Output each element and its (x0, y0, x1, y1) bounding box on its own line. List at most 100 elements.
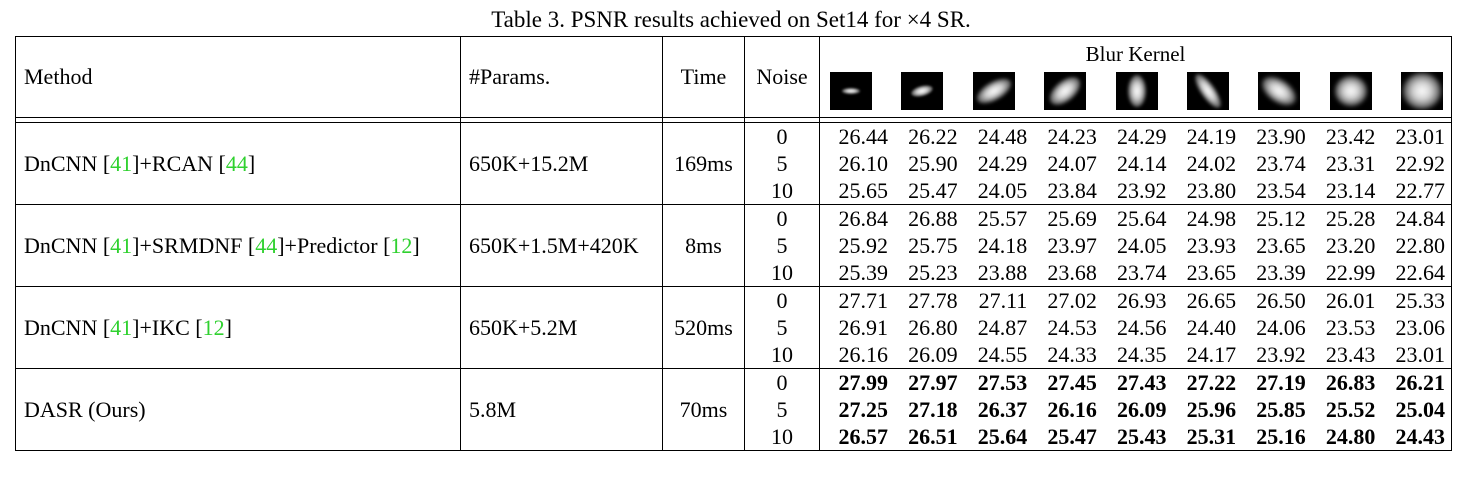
kernel-anisotropic-small-icon (901, 72, 944, 110)
psnr-value: 24.05 (1117, 233, 1167, 258)
psnr-value: 24.06 (1256, 315, 1306, 340)
psnr-value: 22.92 (1395, 151, 1446, 176)
psnr-value: 24.40 (1186, 315, 1237, 340)
psnr-value: 25.64 (977, 424, 1028, 449)
psnr-value: 24.98 (1186, 206, 1237, 231)
psnr-value: 23.14 (1325, 178, 1376, 203)
psnr-value: 26.83 (1325, 370, 1376, 395)
time-cell: 520ms (662, 286, 745, 369)
method-row: DnCNN [41]+SRMDNF [44]+Predictor [12] 650… (15, 204, 1452, 287)
noise-cell: 0 5 10 (744, 122, 820, 205)
psnr-value: 26.09 (1117, 397, 1167, 422)
time-cell: 8ms (662, 204, 745, 287)
citation-link[interactable]: 44 (255, 232, 278, 258)
psnr-value-row: 27.99 27.97 27.53 27.45 27.43 27.22 27.19 26.83… (824, 369, 1447, 396)
psnr-value: 26.84 (838, 206, 889, 231)
header-row: Method #Params. Time Noise Blur Kernel (15, 36, 1452, 118)
psnr-value: 27.71 (838, 288, 889, 313)
psnr-value: 27.19 (1256, 370, 1306, 395)
psnr-value: 26.51 (908, 424, 958, 449)
method-name: DASR (Ours) (15, 368, 461, 451)
kernel-anisotropic-diag-icon (972, 72, 1015, 110)
citation-link[interactable]: 44 (225, 150, 248, 176)
citation-link[interactable]: 41 (110, 150, 133, 176)
psnr-value: 23.74 (1117, 260, 1167, 285)
psnr-value: 25.04 (1395, 397, 1446, 422)
method-text: ]+RCAN [ (132, 150, 226, 176)
psnr-value: 26.80 (908, 315, 958, 340)
psnr-value: 26.50 (1256, 288, 1306, 313)
citation-link[interactable]: 41 (110, 232, 133, 258)
psnr-values-cell: 26.84 26.88 25.57 25.69 25.64 24.98 25.12 25.28… (819, 204, 1452, 287)
psnr-value: 23.20 (1325, 233, 1376, 258)
psnr-value: 24.29 (1117, 124, 1167, 149)
psnr-value: 24.17 (1186, 342, 1237, 367)
psnr-value-row: 25.92 25.75 24.18 23.97 24.05 23.93 23.65 23.20… (824, 232, 1447, 259)
psnr-value: 26.88 (908, 206, 958, 231)
method-text: DnCNN [ (24, 150, 111, 176)
psnr-value: 27.45 (1047, 370, 1097, 395)
psnr-value: 23.01 (1395, 124, 1446, 149)
method-name: DnCNN [41]+SRMDNF [44]+Predictor [12] (15, 204, 461, 287)
psnr-value: 27.97 (908, 370, 958, 395)
kernel-anisotropic-diag2-icon (1044, 72, 1087, 110)
kernel-anisotropic-vertical-icon (1115, 72, 1158, 110)
method-row: DASR (Ours) 5.8M 70ms 0 5 10 27.99 27.97 27.53 27… (15, 368, 1452, 451)
header-noise: Noise (744, 36, 820, 118)
kernel-thumbnails (824, 66, 1447, 110)
psnr-value: 23.84 (1047, 178, 1097, 203)
psnr-value: 25.23 (908, 260, 958, 285)
psnr-value: 25.31 (1186, 424, 1237, 449)
time-cell: 169ms (662, 122, 745, 205)
psnr-values-cell: 26.44 26.22 24.48 24.23 24.29 24.19 23.90 23.42… (819, 122, 1452, 205)
citation-link[interactable]: 12 (202, 314, 225, 340)
psnr-value: 23.92 (1117, 178, 1167, 203)
time-cell: 70ms (662, 368, 745, 451)
psnr-value: 26.10 (838, 151, 889, 176)
method-text: DnCNN [ (24, 314, 111, 340)
psnr-value: 25.33 (1395, 288, 1446, 313)
params-cell: 650K+1.5M+420K (460, 204, 663, 287)
psnr-value: 24.23 (1047, 124, 1097, 149)
header-method: Method (15, 36, 461, 118)
psnr-value: 23.01 (1395, 342, 1446, 367)
psnr-value: 24.80 (1325, 424, 1376, 449)
psnr-value: 23.93 (1186, 233, 1237, 258)
psnr-value: 27.25 (838, 397, 889, 422)
psnr-value: 25.64 (1117, 206, 1167, 231)
psnr-value: 23.74 (1256, 151, 1306, 176)
psnr-value: 25.28 (1325, 206, 1376, 231)
psnr-value: 25.90 (908, 151, 958, 176)
psnr-value: 25.43 (1117, 424, 1167, 449)
header-params: #Params. (460, 36, 663, 118)
noise-cell: 0 5 10 (744, 204, 820, 287)
psnr-value: 27.11 (978, 288, 1028, 313)
method-name: DnCNN [41]+RCAN [44] (15, 122, 461, 205)
psnr-value: 24.05 (977, 178, 1028, 203)
method-row: DnCNN [41]+IKC [12] 650K+5.2M 520ms 0 5 10 27.… (15, 286, 1452, 369)
blur-kernel-title: Blur Kernel (1085, 42, 1186, 66)
psnr-value: 25.39 (838, 260, 889, 285)
noise-level: 0 (776, 288, 788, 313)
psnr-value: 23.68 (1047, 260, 1097, 285)
psnr-value-row: 26.10 25.90 24.29 24.07 24.14 24.02 23.74 23.31… (824, 150, 1447, 177)
psnr-value: 26.91 (838, 315, 889, 340)
citation-link[interactable]: 41 (110, 314, 133, 340)
psnr-value: 22.99 (1325, 260, 1376, 285)
psnr-value: 27.02 (1047, 288, 1097, 313)
psnr-value: 24.14 (1117, 151, 1167, 176)
psnr-value: 26.16 (838, 342, 889, 367)
method-text: DnCNN [ (24, 232, 111, 258)
psnr-value: 25.96 (1186, 397, 1237, 422)
citation-link[interactable]: 12 (390, 232, 413, 258)
psnr-values-cell: 27.99 27.97 27.53 27.45 27.43 27.22 27.19 26.83… (819, 368, 1452, 451)
psnr-value-row: 26.84 26.88 25.57 25.69 25.64 24.98 25.12 25.28… (824, 205, 1447, 232)
psnr-value: 26.01 (1325, 288, 1376, 313)
method-text: ]+IKC [ (132, 314, 203, 340)
psnr-value: 26.57 (838, 424, 889, 449)
psnr-value: 22.77 (1395, 178, 1446, 203)
psnr-value: 24.55 (977, 342, 1028, 367)
method-text: ] (247, 150, 256, 176)
psnr-value: 23.31 (1325, 151, 1376, 176)
psnr-value: 27.18 (908, 397, 958, 422)
